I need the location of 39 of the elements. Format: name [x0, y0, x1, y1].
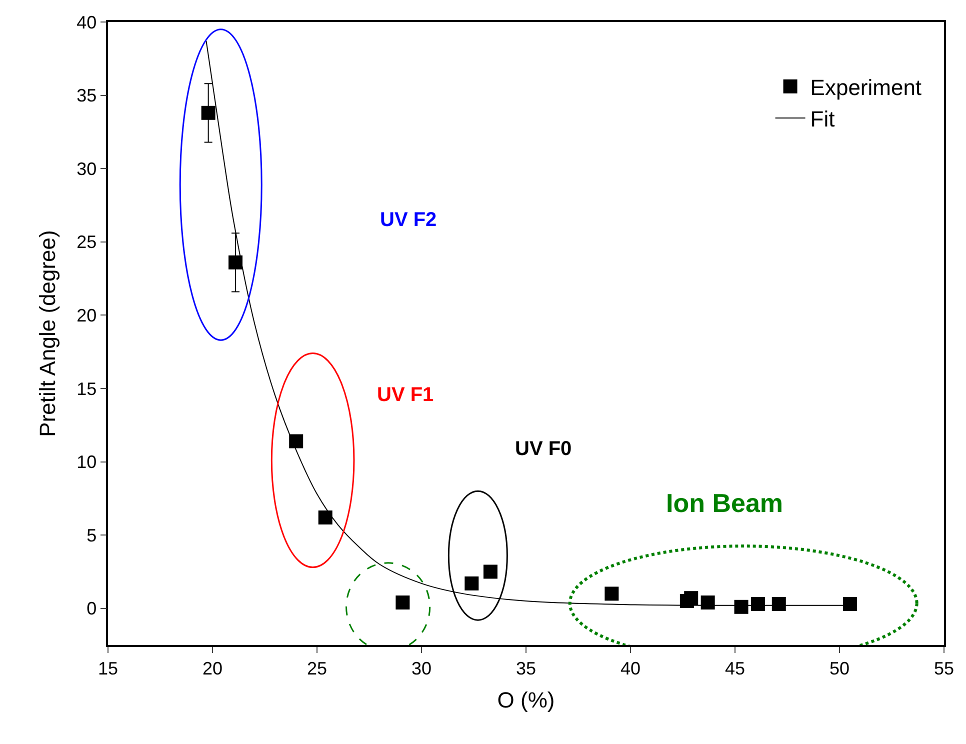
point [318, 510, 332, 524]
x-tick-label: 55 [934, 658, 954, 678]
legend-label: Fit [810, 106, 835, 132]
x-tick-label: 20 [202, 658, 223, 678]
annotation: Ion Beam [666, 488, 784, 518]
y-axis-title: Pretilt Angle (degree) [34, 230, 60, 437]
y-tick-label: 0 [86, 598, 97, 619]
y-tick-label: 25 [76, 232, 97, 252]
annotation: UV F1 [377, 384, 434, 406]
y-tick-label: 10 [76, 452, 97, 472]
y-tick-label: 40 [76, 12, 97, 32]
y-tick-label: 30 [76, 158, 97, 179]
x-tick-label: 35 [516, 658, 536, 678]
point [464, 576, 479, 590]
legend-label: Experiment [810, 74, 922, 100]
x-tick-label: 25 [306, 658, 328, 678]
point [772, 596, 786, 611]
point [289, 434, 304, 448]
annotation: UV F2 [380, 209, 437, 231]
point [228, 255, 242, 270]
y-tick-label: 20 [76, 305, 97, 326]
y-tick-label: 15 [76, 378, 97, 399]
x-tick-label: 40 [620, 658, 641, 678]
annotation: UV F0 [515, 438, 572, 460]
point [842, 596, 857, 611]
point [604, 586, 619, 601]
x-tick-label: 45 [724, 658, 746, 678]
x-tick-label: 30 [411, 658, 432, 678]
point [396, 595, 410, 610]
point [201, 106, 216, 120]
point [483, 564, 498, 579]
y-tick-label: 35 [76, 86, 97, 106]
point [684, 591, 698, 606]
x-tick-label: 50 [829, 658, 850, 678]
point [734, 600, 748, 614]
point [700, 595, 715, 610]
x-axis-title: O (%) [497, 688, 555, 713]
point [750, 596, 765, 611]
y-tick-label: 5 [86, 525, 97, 546]
